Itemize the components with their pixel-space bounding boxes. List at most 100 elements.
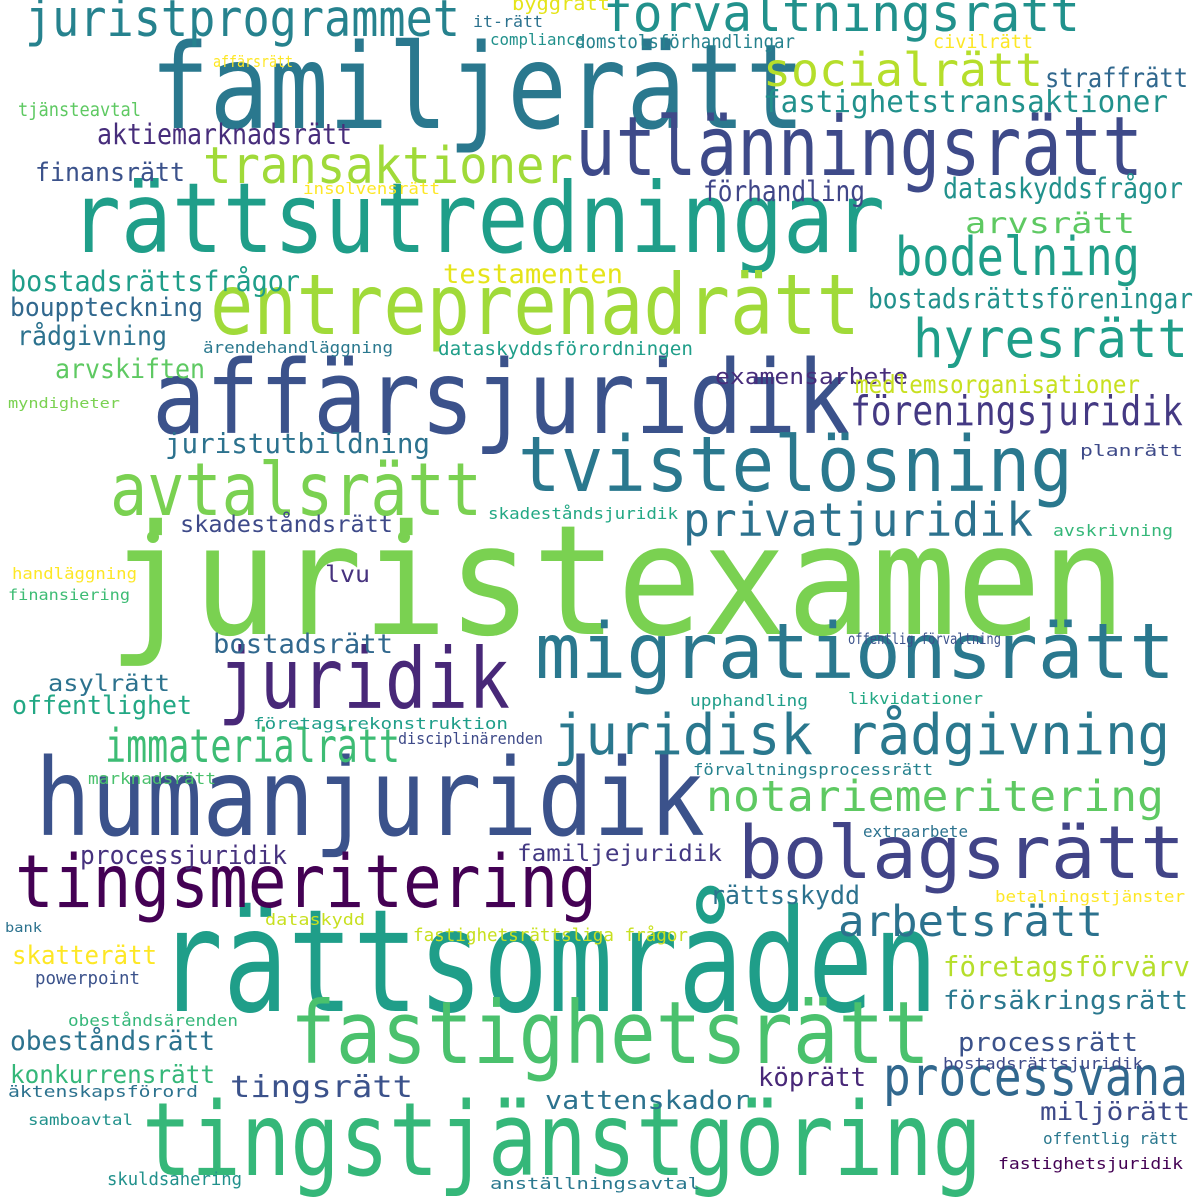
word: skatterätt	[12, 941, 157, 972]
word: processjuridik	[80, 841, 288, 872]
word: tingsrätt	[230, 1070, 414, 1106]
word: hyresrätt	[913, 308, 1189, 371]
word: socialrätt	[763, 42, 1043, 97]
word: bouppteckning	[10, 293, 204, 324]
word: bostadsrättsföreningar	[868, 282, 1194, 315]
word: vattenskador	[545, 1086, 750, 1117]
word: företagsförvärv	[943, 950, 1190, 983]
word: bostadsrättsfrågor	[10, 263, 301, 298]
word: avtalsrätt	[110, 447, 483, 533]
word: notariemeritering	[706, 771, 1164, 822]
word: it-rätt	[473, 12, 544, 32]
word: förvaltningsrätt	[603, 0, 1080, 44]
word: affärsrätt	[213, 52, 293, 72]
word: miljörätt	[1040, 1096, 1191, 1126]
word: rättsskydd	[710, 881, 860, 912]
word: konkurrensrätt	[10, 1059, 215, 1089]
word: dataskyddsfrågor	[943, 170, 1183, 205]
word: immaterialrätt	[105, 718, 400, 773]
word: humanjuridik	[35, 737, 705, 862]
word: fastighetsrätt	[290, 983, 930, 1084]
word: transaktioner	[203, 136, 573, 196]
word: straffrätt	[1045, 63, 1189, 95]
word: rådgivning	[17, 321, 167, 353]
word: skadeståndsrätt	[180, 509, 393, 538]
word: föreningsjuridik	[850, 387, 1183, 436]
word: köprätt	[758, 1063, 866, 1094]
word: medlemsorganisationer	[855, 369, 1140, 399]
dot-mark	[147, 531, 159, 543]
word: företagsrekonstruktion	[253, 714, 508, 734]
word: migrationsrätt	[535, 608, 1176, 698]
word: arbetsrätt	[838, 896, 1104, 947]
word: samboavtal	[28, 1110, 133, 1129]
word: domstolsförhandlingar	[575, 31, 796, 53]
word: processvana	[883, 1046, 1188, 1109]
word: fastighetstransaktioner	[763, 85, 1169, 121]
word: fastighetsjuridik	[998, 1154, 1184, 1174]
word: försäkringsrätt	[943, 986, 1188, 1017]
word: tingsmeritering	[15, 839, 598, 925]
word: obeståndsärenden	[68, 1011, 238, 1031]
word: bolagsrätt	[738, 810, 1186, 896]
word: finansrätt	[35, 158, 186, 189]
word: disciplinärenden	[398, 729, 543, 749]
word: finansiering	[8, 585, 130, 604]
word: tjänsteavtal	[18, 99, 141, 121]
word: juristutbildning	[165, 427, 431, 460]
word: byggrätt	[512, 0, 610, 15]
word: affärsjuridik	[152, 338, 850, 458]
word: äktenskapsförord	[8, 1082, 198, 1102]
word: fastighetsrättsliga frågor	[413, 926, 688, 947]
word: compliance	[490, 30, 585, 50]
word: bostadsrätt	[213, 629, 393, 661]
word: offentlighet	[12, 691, 192, 722]
word: juristprogrammet	[25, 0, 460, 49]
word: rättsutredningar	[70, 161, 885, 275]
word: tvistelösning	[518, 421, 1073, 511]
word: marknadsrätt	[88, 769, 216, 789]
word: likvidationer	[848, 689, 984, 709]
word: utlänningsrätt	[575, 100, 1143, 196]
word: aktiemarknadsrätt	[97, 116, 352, 151]
word: processrätt	[958, 1028, 1139, 1059]
word: extraarbete	[863, 822, 968, 842]
word: juristexamen	[108, 493, 1127, 672]
word: arvsrätt	[965, 205, 1136, 240]
word: familjerätt	[150, 19, 806, 157]
word: betalningstjänster	[995, 887, 1186, 907]
word: powerpoint	[35, 969, 140, 990]
word: bank	[5, 921, 43, 937]
word: tingstjänstgöring	[142, 1080, 982, 1200]
word: obeståndsrätt	[10, 1026, 215, 1058]
dot-mark	[398, 531, 410, 543]
word: förvaltningsprocessrätt	[693, 760, 934, 780]
word: myndigheter	[8, 395, 121, 412]
word: lvu	[325, 559, 370, 588]
word: asylrätt	[48, 668, 170, 697]
word: ärendehandläggning	[203, 338, 394, 358]
word: testamenten	[443, 259, 623, 291]
word: offentlig rätt	[1043, 1129, 1178, 1149]
word: bostadsrättsjuridik	[943, 1054, 1144, 1074]
word: juridisk rådgivning	[553, 702, 1171, 768]
word: dataskyddsförordningen	[438, 338, 694, 360]
word: examensarbete	[715, 364, 908, 391]
word: civilrätt	[933, 31, 1034, 53]
word: insolvensrätt	[303, 179, 440, 199]
word: dataskydd	[265, 910, 365, 930]
word: rättsområden	[158, 877, 939, 1045]
word: upphandling	[690, 691, 809, 711]
word: anställningsavtal	[490, 1174, 700, 1194]
word: juridik	[218, 629, 510, 728]
word: skuldsanering	[107, 1170, 243, 1191]
word: förhandling	[703, 173, 866, 208]
word: planrätt	[1080, 441, 1184, 461]
word: bodelning	[895, 226, 1141, 289]
word: familjejuridik	[517, 838, 723, 867]
word: arvskiften	[55, 354, 205, 386]
word: skadeståndsjuridik	[488, 504, 679, 524]
word: avskrivning	[1053, 521, 1174, 541]
word: privatjuridik	[683, 492, 1034, 547]
